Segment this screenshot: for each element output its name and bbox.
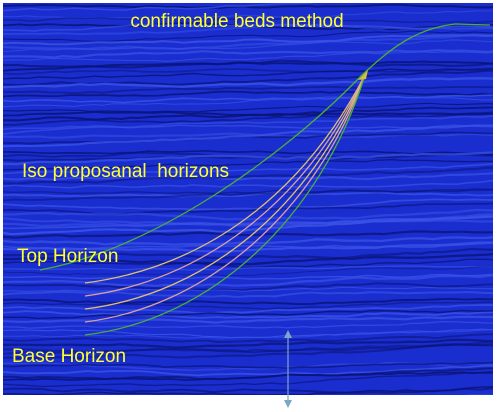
seismic-trace [3,343,493,360]
seismic-trace [3,215,493,230]
seismic-trace [3,315,493,324]
seismic-trace [3,172,493,181]
seismic-trace [3,386,493,395]
iso-horizon-line [84,74,366,323]
seismic-trace [3,290,493,298]
seismic-trace [3,265,493,277]
seismic-trace [3,304,493,315]
seismic-trace [3,364,493,377]
seismic-trace [3,370,493,381]
seismic-trace [3,67,493,76]
seismic-trace [3,112,493,122]
seismic-trace [3,338,493,349]
seismic-trace [3,247,493,260]
base-label: Base Horizon [12,346,126,367]
seismic-trace [3,371,493,388]
seismic-trace [3,230,493,239]
seismic-trace [3,33,493,51]
iso-horizon-line [84,74,366,297]
arrow-head [284,330,292,338]
seismic-trace [3,329,493,339]
seismic-trace [3,111,493,126]
seismic-trace [3,241,493,253]
seismic-trace [3,274,493,287]
seismic-trace [3,301,493,310]
seismic-trace [3,163,493,175]
seismic-trace [3,17,493,24]
seismic-trace [3,188,493,202]
seismic-trace [3,68,493,80]
seismic-trace [3,273,493,280]
seismic-trace [3,49,493,59]
seismic-trace [3,115,493,131]
scale-arrow [284,330,292,408]
seismic-trace [3,3,493,9]
seismic-trace [3,180,493,189]
seismic-trace [3,253,493,266]
seismic-trace [3,166,493,185]
seismic-trace [3,39,493,53]
horizons [39,23,491,336]
seismic-trace [3,286,493,292]
title: confirmable beds method [130,11,343,32]
seismic-trace [3,124,493,148]
seismic-trace [3,34,493,46]
seismic-trace [3,215,493,236]
seismic-trace [3,208,493,221]
seismic-trace [3,151,493,166]
seismic-trace [3,96,493,108]
seismic-trace [3,60,493,72]
top-label: Top Horizon [17,246,118,267]
seismic-trace [3,198,493,211]
seismic-trace [3,51,493,62]
seismic-trace [3,333,493,343]
iso-horizon-line [84,74,366,284]
seismic-trace [3,236,493,246]
seismic-trace [3,24,493,36]
base-horizon-line [84,74,366,336]
seismic-trace [3,309,493,320]
seismic-trace [3,202,493,216]
seismic-trace [3,265,493,271]
seismic-trace [3,282,493,292]
seismic-trace [3,90,493,98]
seismic-trace [3,310,493,319]
iso-label: Iso proposanal horizons [22,161,229,182]
seismic-trace [3,77,493,89]
seismic-panel [3,3,493,395]
seismic-trace [3,131,493,145]
seismic-trace [464,394,493,395]
seismic-trace [3,3,319,12]
seismic-trace [3,361,493,369]
arrow-head [284,400,292,408]
seismic-trace [3,102,493,113]
seismic-texture [3,3,493,395]
seismic-trace [3,85,493,95]
iso-horizon-line [84,74,366,310]
top-horizon-line [39,23,491,271]
seismic-trace [3,297,493,306]
convergence-point [358,70,368,80]
seismic-trace [3,159,493,171]
seismic-trace [3,320,493,329]
